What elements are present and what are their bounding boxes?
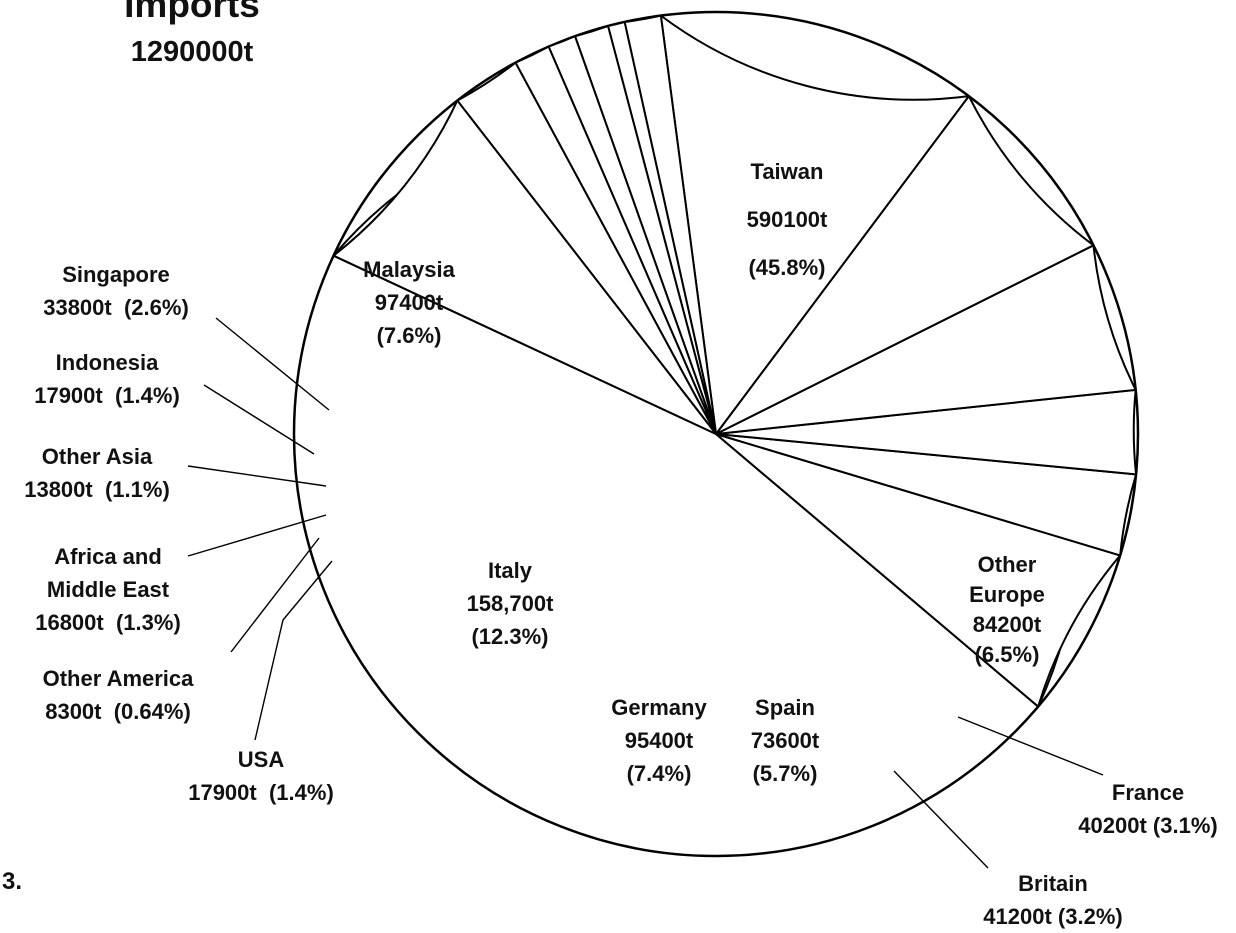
slice-value: 41200t xyxy=(983,904,1052,929)
leader-line-africa-middle-east xyxy=(187,514,327,557)
chart-subtitle: 1290000t xyxy=(130,36,254,68)
slice-label-malaysia: Malaysia 97400t (7.6%) xyxy=(363,253,455,352)
slice-label-africa-middle-east: Africa and Middle East 16800t (1.3%) xyxy=(18,540,198,639)
slice-name: Germany xyxy=(611,695,707,720)
slice-percent: (1.4%) xyxy=(268,780,334,805)
slice-label-other-europe: Other Europe 84200t (6.5%) xyxy=(952,550,1062,670)
slice-name: USA xyxy=(237,747,285,772)
slice-name: Malaysia xyxy=(363,257,455,282)
leader-line-france xyxy=(957,716,1104,776)
slice-value-percent: 40200t (3.1%) xyxy=(1078,809,1217,842)
slice-value-percent: 33800t (2.6%) xyxy=(43,291,189,324)
leader-line-britain xyxy=(893,770,989,869)
slice-percent: (2.6%) xyxy=(123,295,189,320)
slice-value: 158,700t xyxy=(466,591,554,616)
slice-percent: (1.4%) xyxy=(114,383,180,408)
slice-value: 73600t xyxy=(750,728,820,753)
slice-name: Other America xyxy=(42,666,194,691)
slice-value-percent: 41200t (3.2%) xyxy=(983,900,1122,933)
slice-label-other-america: Other America 8300t (0.64%) xyxy=(43,662,194,728)
slice-label-other-asia: Other Asia 13800t (1.1%) xyxy=(24,440,170,506)
chart-title: Imports xyxy=(124,0,260,25)
slice-value: 590100t xyxy=(746,207,828,232)
pie-slice-italy xyxy=(659,14,970,435)
slice-label-usa: USA 17900t (1.4%) xyxy=(188,743,334,809)
slice-value: 95400t xyxy=(624,728,694,753)
pie-slice-spain xyxy=(715,244,1137,435)
slice-label-germany: Germany 95400t (7.4%) xyxy=(611,691,706,790)
slice-percent: (12.3%) xyxy=(471,624,549,649)
slice-value-percent: 13800t (1.1%) xyxy=(24,473,170,506)
slice-name: Indonesia xyxy=(55,350,159,375)
slice-name: Singapore xyxy=(62,262,170,287)
slice-label-italy: Italy 158,700t (12.3%) xyxy=(467,554,554,653)
slice-value: 40200t xyxy=(1078,813,1147,838)
slice-value-percent: 17900t (1.4%) xyxy=(34,379,180,412)
slice-value: 13800t xyxy=(24,477,93,502)
slice-name: Africa and Middle East xyxy=(46,544,170,602)
slice-percent: (1.1%) xyxy=(104,477,170,502)
slice-value: 17900t xyxy=(34,383,103,408)
leader-line-other-asia xyxy=(187,465,327,487)
slice-value-percent: 8300t (0.64%) xyxy=(43,695,194,728)
slice-value: 8300t xyxy=(45,699,102,724)
slice-value-percent: 16800t (1.3%) xyxy=(18,606,198,639)
slice-name: France xyxy=(1111,780,1185,805)
figure-marker: 3. xyxy=(2,868,23,895)
slice-name: Other Asia xyxy=(41,444,153,469)
pie-slice-germany xyxy=(715,95,1095,435)
slice-value: 16800t xyxy=(35,610,104,635)
leader-line-other-america xyxy=(230,537,320,653)
leader-line-usa xyxy=(254,560,333,741)
slice-value: 84200t xyxy=(972,612,1042,637)
slice-value: 17900t xyxy=(188,780,257,805)
slice-percent: (7.6%) xyxy=(376,323,442,348)
slice-percent: (1.3%) xyxy=(115,610,181,635)
slice-percent: (45.8%) xyxy=(748,255,826,280)
slice-label-indonesia: Indonesia 17900t (1.4%) xyxy=(34,346,180,412)
leader-line-indonesia xyxy=(203,384,315,455)
slice-label-britain: Britain 41200t (3.2%) xyxy=(983,867,1122,933)
slice-percent: (3.1%) xyxy=(1152,813,1218,838)
slice-value-percent: 17900t (1.4%) xyxy=(188,776,334,809)
slice-percent: (0.64%) xyxy=(113,699,191,724)
slice-value: 97400t xyxy=(374,290,444,315)
slice-percent: (7.4%) xyxy=(626,761,692,786)
slice-label-spain: Spain 73600t (5.7%) xyxy=(751,691,820,790)
slice-name: Taiwan xyxy=(750,159,824,184)
slice-label-taiwan: Taiwan 590100t (45.8%) xyxy=(747,148,828,292)
slice-label-france: France 40200t (3.1%) xyxy=(1078,776,1217,842)
slice-name: Other Europe xyxy=(969,552,1045,607)
slice-percent: (6.5%) xyxy=(974,642,1040,667)
slice-percent: (3.2%) xyxy=(1057,904,1123,929)
slice-value: 33800t xyxy=(43,295,112,320)
pie-slice-other-europe xyxy=(715,433,1122,708)
slice-percent: (5.7%) xyxy=(752,761,818,786)
slice-name: Britain xyxy=(1018,871,1088,896)
slice-name: Spain xyxy=(755,695,815,720)
leader-line-singapore xyxy=(215,317,330,411)
slice-name: Italy xyxy=(487,558,533,583)
pie-slice-malaysia xyxy=(332,99,717,435)
slice-label-singapore: Singapore 33800t (2.6%) xyxy=(43,258,189,324)
